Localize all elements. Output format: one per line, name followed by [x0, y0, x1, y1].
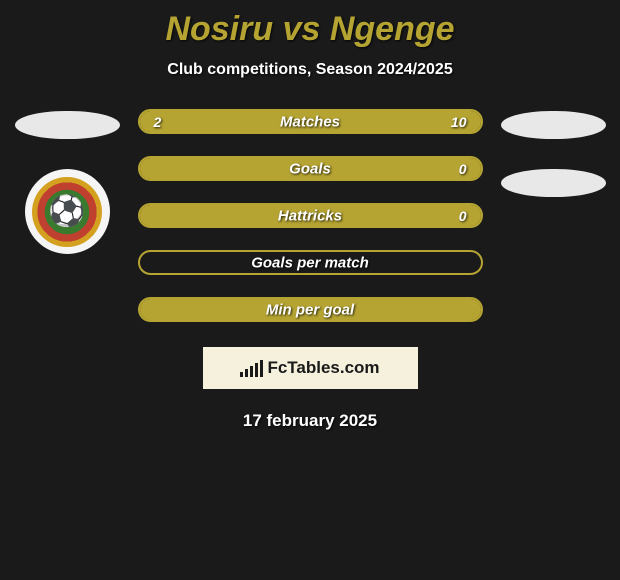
brand-name: FcTables.com: [267, 358, 379, 378]
left-player-col: ⚽: [15, 109, 120, 254]
stat-bar-gpm: Goals per match: [138, 250, 483, 275]
soccer-ball-icon: ⚽: [48, 197, 85, 227]
player1-avatar: [15, 111, 120, 139]
stat-right-value: 10: [451, 114, 467, 130]
right-player-col: [501, 109, 606, 197]
stat-left-value: 2: [154, 114, 162, 130]
player1-club-badge: ⚽: [25, 169, 110, 254]
club-crest: ⚽: [32, 177, 102, 247]
stat-label: Matches: [280, 113, 340, 130]
stat-label: Goals per match: [251, 254, 369, 271]
stat-right-value: 0: [459, 208, 467, 224]
footer-date: 17 february 2025: [0, 411, 620, 431]
bar-chart-icon: [240, 359, 263, 377]
comparison-widget: Nosiru vs Ngenge Club competitions, Seas…: [0, 0, 620, 441]
stat-right-value: 0: [459, 161, 467, 177]
page-title: Nosiru vs Ngenge: [0, 10, 620, 49]
player2-avatar: [501, 111, 606, 139]
stat-bar-goals: Goals 0: [138, 156, 483, 181]
stats-bars: 2 Matches 10 Goals 0 Hattricks 0 Goals p…: [138, 109, 483, 322]
player2-club-badge: [501, 169, 606, 197]
main-content: ⚽ 2 Matches 10 Goals 0 Hattricks 0: [0, 109, 620, 322]
branding-box[interactable]: FcTables.com: [203, 347, 418, 389]
stat-label: Min per goal: [266, 301, 354, 318]
subtitle: Club competitions, Season 2024/2025: [0, 61, 620, 79]
stat-bar-hattricks: Hattricks 0: [138, 203, 483, 228]
stat-bar-matches: 2 Matches 10: [138, 109, 483, 134]
stat-label: Hattricks: [278, 207, 342, 224]
stat-label: Goals: [289, 160, 331, 177]
stat-bar-mpg: Min per goal: [138, 297, 483, 322]
bar-left-fill: [140, 111, 198, 132]
